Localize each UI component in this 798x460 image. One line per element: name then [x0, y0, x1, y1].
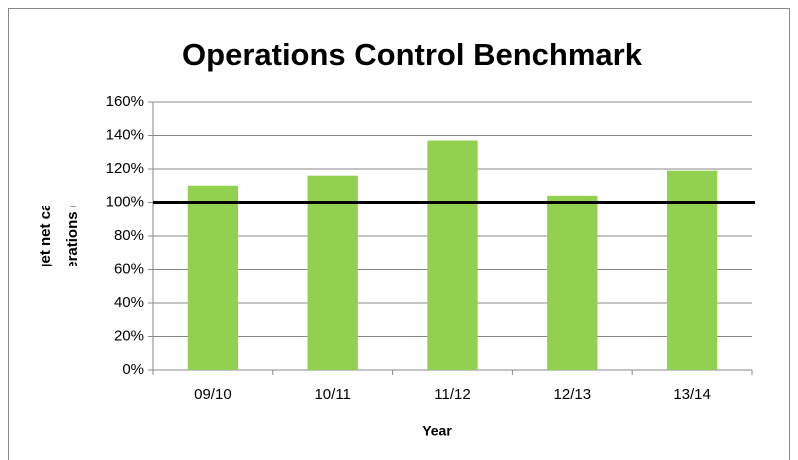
- bar: [187, 185, 239, 370]
- x-tick-label: 13/14: [673, 386, 711, 403]
- y-tick-label: 0%: [122, 361, 144, 378]
- x-tick-label: 09/10: [194, 386, 232, 403]
- y-tick-label: 100%: [106, 193, 144, 210]
- bar: [427, 140, 478, 370]
- y-axis-label: Actual / budget net cash flow from opera…: [37, 206, 81, 266]
- x-tick-label: 12/13: [554, 386, 592, 403]
- y-tick-label: 40%: [114, 294, 144, 311]
- x-tick-label: 11/12: [434, 386, 470, 403]
- bar: [666, 170, 718, 370]
- chart-border: [8, 8, 790, 460]
- x-axis-label: Year: [422, 423, 452, 439]
- y-tick-label: 20%: [114, 327, 144, 344]
- y-tick-label: 160%: [106, 93, 144, 110]
- x-tick-label: 10/11: [314, 386, 350, 403]
- chart-title: Operations Control Benchmark: [182, 37, 643, 72]
- bar: [307, 175, 358, 370]
- bar: [547, 195, 598, 370]
- y-tick-label: 60%: [114, 260, 144, 277]
- y-tick-label: 80%: [114, 227, 144, 244]
- y-tick-label: 120%: [106, 160, 144, 177]
- y-tick-label: 140%: [106, 126, 144, 143]
